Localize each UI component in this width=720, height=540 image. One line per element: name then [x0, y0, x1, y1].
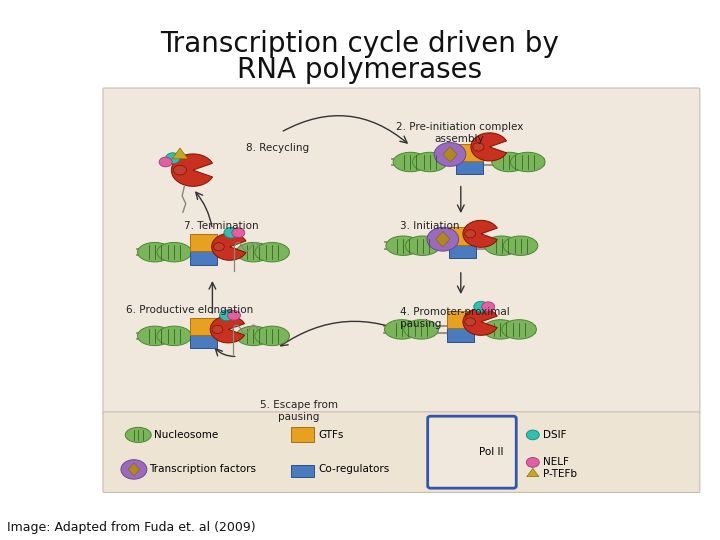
FancyBboxPatch shape [103, 88, 700, 414]
Circle shape [121, 460, 147, 479]
Circle shape [224, 227, 238, 238]
Ellipse shape [413, 152, 447, 172]
Wedge shape [171, 154, 212, 186]
Circle shape [427, 227, 459, 251]
Text: Transcription factors: Transcription factors [149, 464, 256, 475]
Bar [449, 227, 476, 245]
Polygon shape [128, 463, 140, 476]
Text: 8. Recycling: 8. Recycling [246, 143, 309, 153]
Wedge shape [463, 220, 498, 247]
Circle shape [232, 228, 245, 238]
FancyBboxPatch shape [103, 412, 700, 492]
Ellipse shape [510, 152, 545, 172]
Ellipse shape [236, 326, 271, 346]
Ellipse shape [125, 427, 151, 442]
Text: Nucleosome: Nucleosome [154, 430, 218, 440]
Circle shape [526, 457, 539, 467]
Ellipse shape [503, 236, 538, 255]
Text: Transcription cycle driven by: Transcription cycle driven by [161, 30, 559, 58]
Text: 3. Initiation: 3. Initiation [400, 221, 459, 232]
Text: Image: Adapted from Fuda et. al (2009): Image: Adapted from Fuda et. al (2009) [7, 521, 256, 534]
Ellipse shape [386, 236, 420, 255]
Bar [456, 144, 483, 161]
Ellipse shape [138, 326, 172, 346]
Polygon shape [527, 468, 539, 477]
Circle shape [465, 318, 475, 326]
Bar [447, 311, 474, 328]
Ellipse shape [502, 320, 536, 339]
Bar [291, 465, 314, 477]
Ellipse shape [485, 236, 519, 255]
Wedge shape [446, 440, 477, 464]
Bar [190, 234, 217, 251]
Text: 6. Productive elongation: 6. Productive elongation [126, 305, 253, 315]
Bar [447, 328, 474, 342]
Ellipse shape [384, 320, 419, 339]
Text: 5. Escape from
pausing: 5. Escape from pausing [260, 400, 338, 422]
Text: RNA polymerases: RNA polymerases [238, 56, 482, 84]
Text: NELF: NELF [543, 457, 569, 468]
Circle shape [228, 310, 240, 320]
Text: P-TEFb: P-TEFb [543, 469, 577, 479]
Wedge shape [463, 308, 498, 335]
Ellipse shape [255, 326, 289, 346]
Text: 2. Pre-initiation complex
assembly: 2. Pre-initiation complex assembly [396, 122, 523, 144]
Circle shape [526, 430, 539, 440]
Bar [190, 318, 217, 335]
Bar [190, 334, 217, 348]
Circle shape [159, 157, 172, 167]
Bar [190, 251, 217, 265]
FancyBboxPatch shape [428, 416, 516, 488]
Ellipse shape [483, 320, 518, 339]
Circle shape [465, 230, 475, 238]
Bar [456, 160, 483, 174]
Circle shape [482, 302, 495, 312]
Circle shape [434, 143, 466, 166]
Circle shape [213, 242, 225, 251]
Wedge shape [210, 316, 245, 343]
Polygon shape [436, 232, 450, 247]
Ellipse shape [255, 242, 289, 262]
Circle shape [474, 301, 488, 312]
Ellipse shape [405, 236, 440, 255]
Bar [291, 427, 314, 442]
Ellipse shape [157, 242, 192, 262]
Ellipse shape [404, 320, 438, 339]
Circle shape [473, 143, 484, 151]
Ellipse shape [492, 152, 526, 172]
Circle shape [174, 165, 186, 175]
Text: Pol II: Pol II [479, 447, 503, 457]
Text: 4. Promoter-proximal
pausing: 4. Promoter-proximal pausing [400, 307, 509, 329]
Polygon shape [172, 148, 188, 159]
Text: 7. Termination: 7. Termination [184, 221, 258, 232]
Ellipse shape [393, 152, 428, 172]
Text: DSIF: DSIF [543, 430, 567, 440]
Circle shape [448, 449, 457, 456]
Polygon shape [443, 147, 457, 162]
Text: Co-regulators: Co-regulators [318, 464, 390, 475]
Text: GTFs: GTFs [318, 430, 343, 440]
Wedge shape [212, 233, 246, 260]
Ellipse shape [138, 242, 172, 262]
Circle shape [220, 310, 234, 321]
Wedge shape [471, 133, 507, 161]
Bar [449, 244, 476, 258]
Ellipse shape [157, 326, 192, 346]
Circle shape [166, 153, 180, 164]
Ellipse shape [236, 242, 271, 262]
Circle shape [212, 325, 223, 333]
